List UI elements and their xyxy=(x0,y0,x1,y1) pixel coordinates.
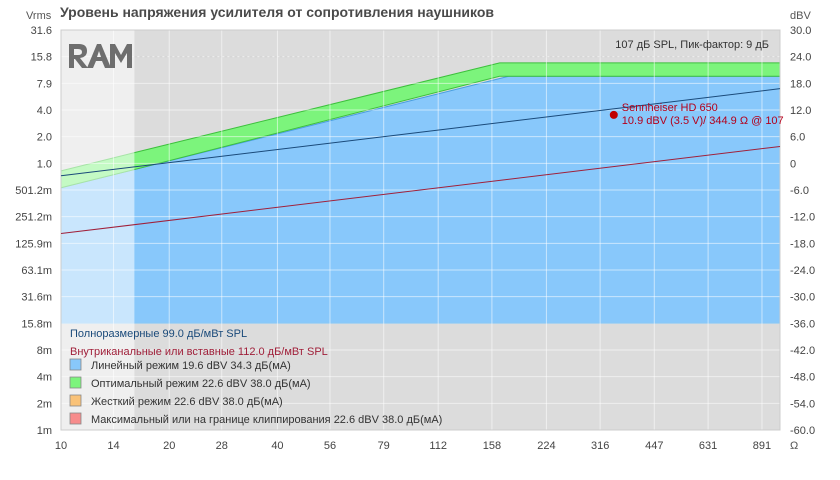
x-tick-label: 112 xyxy=(429,440,447,452)
right-tick-label: 12.0 xyxy=(790,105,811,117)
legend-label: Оптимальный режим 22.6 dBV 38.0 дБ(мА) xyxy=(91,378,311,390)
plot-border xyxy=(60,29,781,431)
left-axis-unit: Vrms xyxy=(26,10,52,22)
point-label: Sennheiser HD 650 xyxy=(622,102,718,114)
grid-lines xyxy=(60,29,781,431)
x-tick-label: 40 xyxy=(271,440,283,452)
right-tick-label: -36.0 xyxy=(790,318,815,330)
right-tick-label: -30.0 xyxy=(790,292,815,304)
point-detail: 10.9 dBV (3.5 V)/ 344.9 Ω @ 107 xyxy=(622,115,784,127)
right-tick-label: 6.0 xyxy=(790,132,805,144)
x-tick-label: 28 xyxy=(216,440,228,452)
right-tick-label: -60.0 xyxy=(790,425,815,437)
x-tick-label: 447 xyxy=(645,440,663,452)
left-tick-label: 31.6 xyxy=(31,25,52,37)
left-tick-label: 501.2m xyxy=(15,185,52,197)
right-tick-label: -18.0 xyxy=(790,238,815,250)
x-tick-label: 224 xyxy=(537,440,555,452)
x-tick-label: 891 xyxy=(753,440,771,452)
x-tick-label: 631 xyxy=(699,440,717,452)
x-tick-label: 10 xyxy=(55,440,67,452)
legend-line-label: Внутриканальные или вставные 112.0 дБ/мВ… xyxy=(70,346,328,358)
x-tick-label: 79 xyxy=(378,440,390,452)
left-tick-label: 125.9m xyxy=(15,238,52,250)
right-tick-label: -12.0 xyxy=(790,212,815,224)
left-tick-label: 8m xyxy=(37,345,52,357)
legend-label: Линейный режим 19.6 dBV 34.3 дБ(мА) xyxy=(91,360,291,372)
x-tick-label: 316 xyxy=(591,440,609,452)
legend-swatch xyxy=(69,358,82,371)
sensitivity-line-2 xyxy=(60,145,781,235)
right-tick-label: 24.0 xyxy=(790,52,811,64)
right-tick-label: 30.0 xyxy=(790,25,811,37)
x-axis-unit: Ω xyxy=(790,440,798,452)
left-tick-label: 15.8 xyxy=(31,52,52,64)
left-tick-label: 15.8m xyxy=(21,318,52,330)
left-tick-label: 7.9 xyxy=(37,78,52,90)
right-axis-unit: dBV xyxy=(790,10,811,22)
legend-swatch xyxy=(69,412,82,425)
right-tick-label: -6.0 xyxy=(790,185,809,197)
legend: Полноразмерные 99.0 дБ/мВт SPL Внутрикана… xyxy=(69,328,442,426)
legend-swatch xyxy=(69,394,82,407)
left-tick-label: 251.2m xyxy=(15,212,52,224)
right-tick-label: 18.0 xyxy=(790,78,811,90)
right-tick-label: -42.0 xyxy=(790,345,815,357)
right-tick-label: 0 xyxy=(790,158,796,170)
left-tick-label: 2.0 xyxy=(37,132,52,144)
left-tick-label: 1m xyxy=(37,425,52,437)
ram-logo xyxy=(69,44,132,68)
left-axis-ticks: 31.6 15.8 7.9 4.0 2.0 1.0 501.2m 251.2m 125.9m 63… xyxy=(15,25,52,437)
legend-line-label: Полноразмерные 99.0 дБ/мВт SPL xyxy=(70,328,247,340)
point-1 xyxy=(609,110,618,119)
right-tick-label: -24.0 xyxy=(790,265,815,277)
right-axis-ticks: 30.0 24.0 18.0 12.0 6.0 0 -6.0 -12.0 -18.0 -24.0 -… xyxy=(790,25,815,437)
legend-swatch xyxy=(69,376,82,389)
x-tick-label: 14 xyxy=(107,440,119,452)
left-tick-label: 1.0 xyxy=(37,158,52,170)
left-tick-label: 4m xyxy=(37,372,52,384)
chart-title: Уровень напряжения усилителя от сопротив… xyxy=(60,4,494,20)
sensitivity-line-1 xyxy=(60,88,781,177)
sensitivity-lines xyxy=(60,88,781,235)
left-tick-label: 31.6m xyxy=(21,292,52,304)
left-tick-label: 63.1m xyxy=(21,265,52,277)
left-tick-label: 4.0 xyxy=(37,105,52,117)
right-tick-label: -48.0 xyxy=(790,372,815,384)
legend-label: Максимальный или на границе клиппировани… xyxy=(91,414,442,426)
spl-crest-note: 107 дБ SPL, Пик-фактор: 9 дБ xyxy=(615,39,769,51)
x-tick-label: 158 xyxy=(483,440,501,452)
left-tick-label: 2m xyxy=(37,398,52,410)
x-tick-label: 56 xyxy=(324,440,336,452)
x-axis-ticks: 10 14 20 28 40 56 79 112 158 224 316 447 631 891 xyxy=(55,440,771,452)
x-tick-label: 20 xyxy=(163,440,175,452)
right-tick-label: -54.0 xyxy=(790,398,815,410)
legend-label: Жесткий режим 22.6 dBV 38.0 дБ(мА) xyxy=(91,396,283,408)
